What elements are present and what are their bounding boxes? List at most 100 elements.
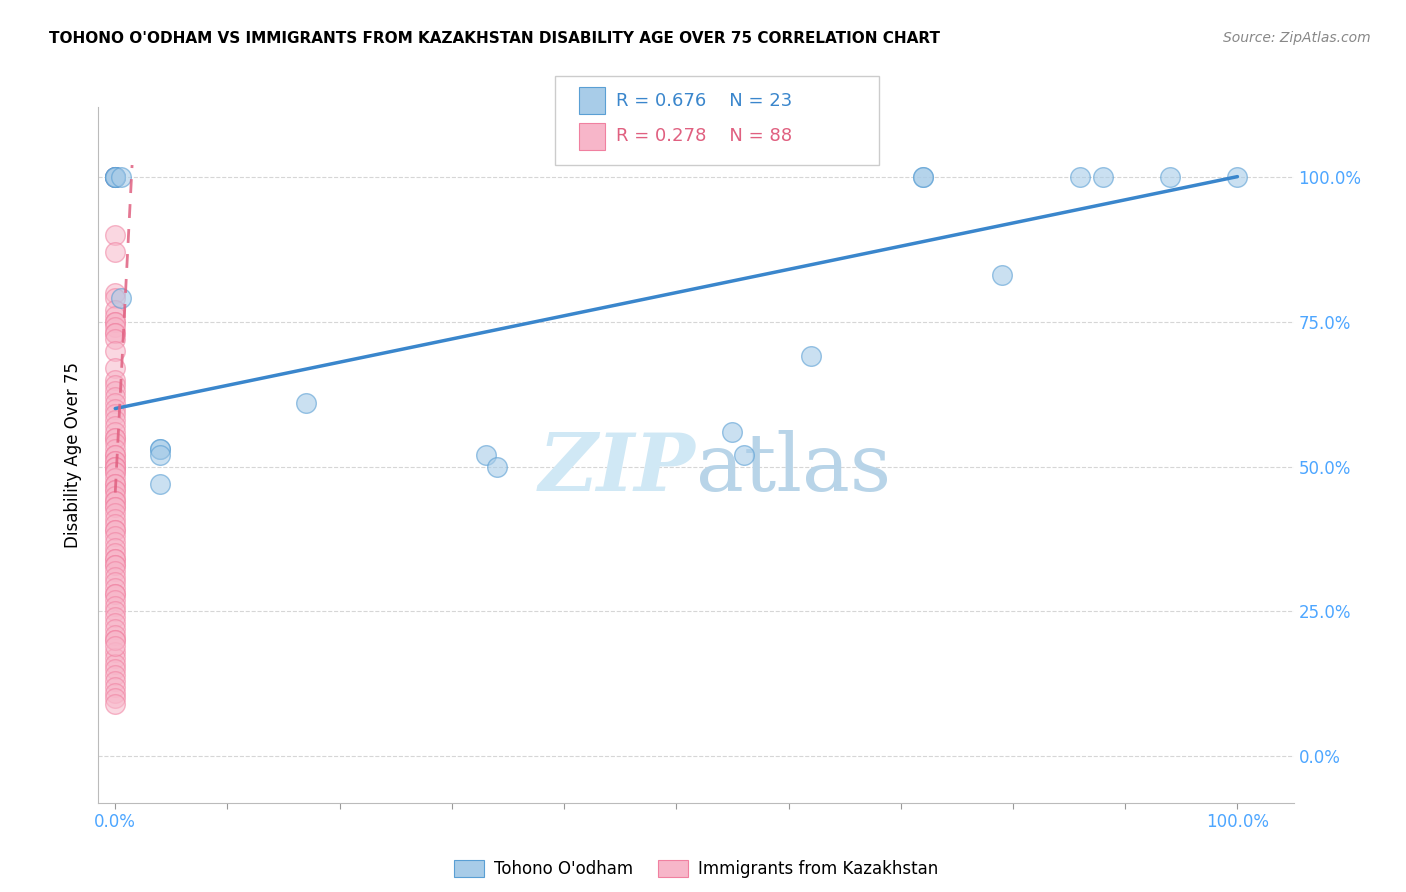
Point — [104, 523, 127, 537]
Point — [104, 512, 127, 526]
Point — [104, 448, 127, 462]
Point — [104, 558, 127, 573]
Point — [800, 350, 823, 364]
Point — [104, 476, 127, 491]
Point — [104, 244, 127, 259]
Point — [104, 615, 127, 630]
Point — [104, 471, 127, 485]
Point — [104, 431, 127, 445]
Point — [104, 691, 127, 706]
Point — [104, 453, 127, 467]
Point — [721, 425, 744, 439]
Point — [104, 582, 127, 596]
Legend: Tohono O'odham, Immigrants from Kazakhstan: Tohono O'odham, Immigrants from Kazakhst… — [447, 854, 945, 885]
Point — [104, 169, 127, 184]
Text: R = 0.278    N = 88: R = 0.278 N = 88 — [616, 128, 792, 145]
Point — [104, 610, 127, 624]
Point — [104, 436, 127, 450]
Point — [104, 303, 127, 318]
Point — [104, 523, 127, 537]
Point — [104, 326, 127, 341]
Point — [104, 698, 127, 712]
Text: TOHONO O'ODHAM VS IMMIGRANTS FROM KAZAKHSTAN DISABILITY AGE OVER 75 CORRELATION : TOHONO O'ODHAM VS IMMIGRANTS FROM KAZAKH… — [49, 31, 941, 46]
Point — [104, 361, 127, 376]
Point — [104, 587, 127, 601]
Point — [104, 599, 127, 613]
Point — [104, 674, 127, 689]
Point — [110, 291, 132, 305]
Point — [104, 413, 127, 427]
Point — [104, 442, 127, 457]
Point — [104, 506, 127, 520]
Point — [104, 466, 127, 480]
Point — [104, 169, 127, 184]
Point — [104, 425, 127, 439]
Point — [104, 309, 127, 323]
Point — [104, 320, 127, 334]
Point — [104, 575, 127, 590]
Point — [104, 668, 127, 682]
Point — [733, 448, 755, 462]
Point — [104, 407, 127, 422]
Point — [104, 592, 127, 607]
Point — [104, 570, 127, 584]
Point — [104, 285, 127, 300]
Point — [149, 442, 172, 457]
Point — [990, 268, 1012, 282]
Point — [104, 453, 127, 467]
Point — [104, 529, 127, 543]
Point — [104, 639, 127, 653]
Y-axis label: Disability Age Over 75: Disability Age Over 75 — [65, 362, 83, 548]
Point — [104, 459, 127, 474]
Point — [104, 558, 127, 573]
Point — [104, 332, 127, 346]
Point — [1091, 169, 1114, 184]
Text: Source: ZipAtlas.com: Source: ZipAtlas.com — [1223, 31, 1371, 45]
Point — [104, 680, 127, 694]
Point — [104, 651, 127, 665]
Point — [912, 169, 935, 184]
Point — [104, 587, 127, 601]
Point — [104, 315, 127, 329]
Point — [104, 326, 127, 341]
Point — [104, 622, 127, 636]
Point — [104, 476, 127, 491]
Point — [474, 448, 496, 462]
Point — [104, 378, 127, 392]
Point — [104, 466, 127, 480]
Point — [104, 546, 127, 561]
Point — [485, 459, 508, 474]
Point — [104, 169, 127, 184]
Point — [104, 662, 127, 677]
Point — [104, 384, 127, 398]
Point — [104, 483, 127, 497]
Point — [104, 396, 127, 410]
Point — [912, 169, 935, 184]
Point — [104, 448, 127, 462]
Text: R = 0.676    N = 23: R = 0.676 N = 23 — [616, 92, 792, 110]
Point — [104, 431, 127, 445]
Point — [104, 500, 127, 514]
Point — [104, 645, 127, 659]
Point — [104, 227, 127, 242]
Point — [104, 494, 127, 508]
Point — [104, 517, 127, 532]
Point — [104, 169, 127, 184]
Point — [149, 448, 172, 462]
Point — [110, 169, 132, 184]
Point — [104, 489, 127, 503]
Point — [104, 628, 127, 642]
Point — [104, 459, 127, 474]
Text: atlas: atlas — [696, 430, 891, 508]
Point — [104, 343, 127, 358]
Point — [104, 534, 127, 549]
Point — [104, 390, 127, 404]
Point — [104, 169, 127, 184]
Point — [1226, 169, 1249, 184]
Point — [104, 494, 127, 508]
Point — [104, 315, 127, 329]
Point — [104, 401, 127, 416]
Point — [104, 633, 127, 648]
Point — [104, 291, 127, 305]
Point — [104, 419, 127, 434]
